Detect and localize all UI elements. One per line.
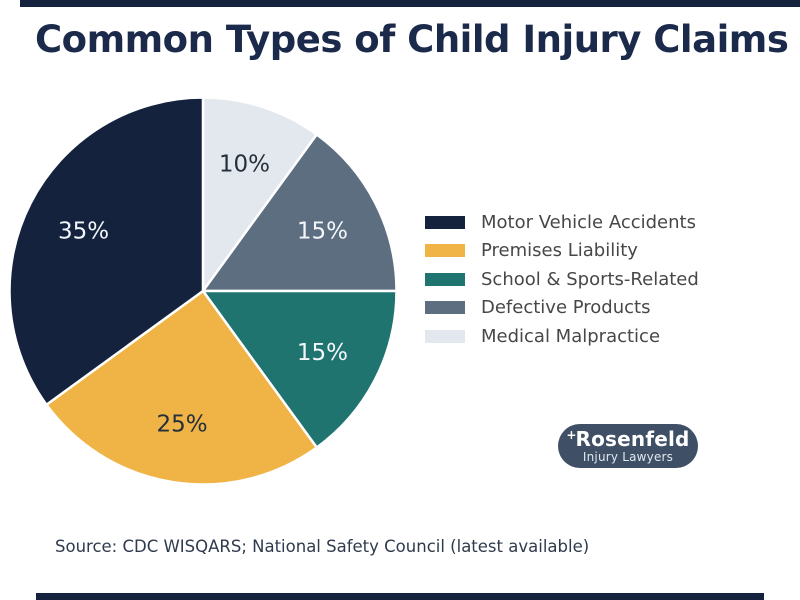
legend-swatch [425, 329, 465, 343]
pie-slice [45, 289, 318, 486]
legend-label: Medical Malpractice [481, 325, 661, 347]
legend-item: Defective Products [425, 294, 755, 323]
pie-slice [201, 96, 318, 293]
legend-item: Premises Liability [425, 237, 755, 266]
pie-slice-label: 10% [219, 152, 270, 178]
pie-slice-label: 25% [156, 411, 207, 437]
pie-chart-svg: 10% 15% 15% 25% 35% [8, 96, 398, 486]
brand-plus-icon: + [566, 427, 577, 442]
legend-label: School & Sports-Related [481, 268, 699, 290]
legend-item: Medical Malpractice [425, 322, 755, 351]
source-note: Source: CDC WISQARS; National Safety Cou… [55, 537, 590, 556]
legend-item: School & Sports-Related [425, 265, 755, 294]
legend-swatch [425, 272, 465, 286]
bottom-accent-bar [36, 593, 764, 600]
page-title: Common Types of Child Injury Claims [35, 18, 789, 61]
pie-slice-label: 35% [58, 218, 109, 244]
chart-legend: Motor Vehicle Accidents Premises Liabili… [425, 208, 755, 351]
legend-item: Motor Vehicle Accidents [425, 208, 755, 237]
pie-slice [8, 96, 205, 406]
legend-label: Premises Liability [481, 240, 638, 262]
brand-tagline: Injury Lawyers [582, 449, 674, 464]
legend-swatch [425, 215, 465, 229]
pie-chart: 10% 15% 15% 25% 35% [7, 95, 399, 487]
brand-badge: +Rosenfeld Injury Lawyers [558, 424, 698, 468]
legend-swatch [425, 244, 465, 258]
top-accent-bar [20, 0, 800, 7]
legend-swatch [425, 301, 465, 315]
legend-label: Defective Products [481, 297, 651, 319]
pie-slice [201, 133, 398, 293]
brand-name: +Rosenfeld [566, 426, 690, 451]
legend-label: Motor Vehicle Accidents [481, 211, 696, 233]
brand-name-text: Rosenfeld [575, 426, 690, 451]
pie-slice [201, 289, 398, 449]
pie-slice-label: 15% [297, 340, 348, 366]
pie-slice-label: 15% [297, 218, 348, 244]
